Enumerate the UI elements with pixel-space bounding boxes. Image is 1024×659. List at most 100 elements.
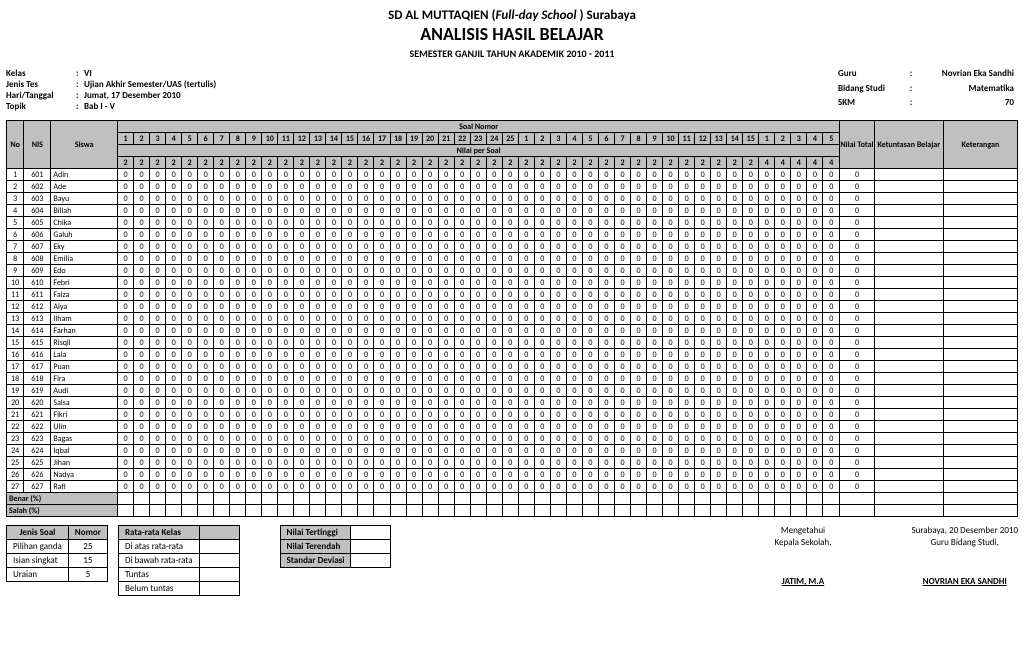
cell-score: 0 xyxy=(663,421,679,433)
cell-score: 0 xyxy=(791,265,807,277)
sign-left-2: Kepala Sekolah, xyxy=(775,537,832,549)
cell-score: 0 xyxy=(566,409,582,421)
cell-score: 0 xyxy=(582,181,598,193)
cell-score: 0 xyxy=(711,397,727,409)
th-colnum-13: 14 xyxy=(326,133,342,145)
cell-score: 0 xyxy=(582,457,598,469)
cell-score: 0 xyxy=(310,205,326,217)
cell-score: 0 xyxy=(422,325,438,337)
cell-score: 0 xyxy=(663,277,679,289)
cell-score: 0 xyxy=(470,433,486,445)
cell-score: 0 xyxy=(663,325,679,337)
cell-score: 0 xyxy=(454,385,470,397)
cell-no: 5 xyxy=(7,217,24,229)
cell-score: 0 xyxy=(150,421,166,433)
cell-score: 0 xyxy=(566,181,582,193)
cell-score: 0 xyxy=(679,181,695,193)
summary-cell xyxy=(134,505,150,517)
cell-score: 0 xyxy=(358,313,374,325)
cell-score: 0 xyxy=(454,349,470,361)
cell-score: 0 xyxy=(358,217,374,229)
cell-score: 0 xyxy=(711,205,727,217)
cell-score: 0 xyxy=(278,409,294,421)
cell-nis: 622 xyxy=(24,421,51,433)
cell-score: 0 xyxy=(759,361,775,373)
cell-score: 0 xyxy=(566,265,582,277)
cell-score: 0 xyxy=(614,325,630,337)
summary-cell xyxy=(486,493,502,505)
cell-score: 0 xyxy=(727,397,743,409)
cell-score: 0 xyxy=(374,241,390,253)
th-maxscore-29: 2 xyxy=(582,157,598,169)
cell-score: 0 xyxy=(117,169,133,181)
cell-ketuntasan xyxy=(874,229,943,241)
th-colnum-17: 18 xyxy=(390,133,406,145)
cell-score: 0 xyxy=(759,169,775,181)
cell-nis: 623 xyxy=(24,433,51,445)
cell-score: 0 xyxy=(630,265,646,277)
cell-score: 0 xyxy=(390,409,406,421)
cell-score: 0 xyxy=(791,277,807,289)
cell-score: 0 xyxy=(486,421,502,433)
cell-score: 0 xyxy=(598,181,614,193)
cell-score: 0 xyxy=(663,433,679,445)
table-row: 22622Ulin0000000000000000000000000000000… xyxy=(7,421,1018,433)
cell-ketuntasan xyxy=(874,385,943,397)
cell-score: 0 xyxy=(214,397,230,409)
th-no: No xyxy=(7,121,24,169)
cell-score: 0 xyxy=(695,421,711,433)
cell-score: 0 xyxy=(566,205,582,217)
meta-skm-label: SKM xyxy=(838,97,908,112)
cell-ketuntasan xyxy=(874,481,943,493)
th-colnum-33: 9 xyxy=(647,133,663,145)
page-subtitle: SEMESTER GANJIL TAHUN AKADEMIK 2010 - 20… xyxy=(6,47,1018,60)
cell-score: 0 xyxy=(117,421,133,433)
cell-score: 0 xyxy=(438,325,454,337)
cell-score: 0 xyxy=(326,277,342,289)
summary-cell xyxy=(711,493,727,505)
cell-score: 0 xyxy=(470,277,486,289)
cell-keterangan xyxy=(943,289,1017,301)
cell-score: 0 xyxy=(566,397,582,409)
cell-score: 0 xyxy=(390,181,406,193)
cell-total: 0 xyxy=(840,445,875,457)
cell-ketuntasan xyxy=(874,433,943,445)
cell-score: 0 xyxy=(406,289,422,301)
summary-cell xyxy=(823,493,840,505)
cell-score: 0 xyxy=(807,325,823,337)
cell-score: 0 xyxy=(647,421,663,433)
cell-score: 0 xyxy=(807,469,823,481)
cell-score: 0 xyxy=(198,193,214,205)
cell-score: 0 xyxy=(614,457,630,469)
cell-score: 0 xyxy=(230,397,246,409)
cell-ketuntasan xyxy=(874,253,943,265)
cell-score: 0 xyxy=(630,325,646,337)
summary-cell xyxy=(791,493,807,505)
cell-score: 0 xyxy=(791,181,807,193)
cell-nis: 612 xyxy=(24,301,51,313)
cell-score: 0 xyxy=(470,397,486,409)
sign-right-name: NOVRIAN EKA SANDHI xyxy=(911,576,1018,588)
th-maxscore-10: 2 xyxy=(278,157,294,169)
cell-ketuntasan xyxy=(874,241,943,253)
summary-cell xyxy=(198,493,214,505)
cell-score: 0 xyxy=(230,277,246,289)
cell-score: 0 xyxy=(358,421,374,433)
cell-score: 0 xyxy=(326,301,342,313)
cell-score: 0 xyxy=(695,193,711,205)
summary-cell xyxy=(807,493,823,505)
cell-score: 0 xyxy=(198,445,214,457)
cell-score: 0 xyxy=(438,397,454,409)
summary-cell xyxy=(117,493,133,505)
cell-score: 0 xyxy=(663,229,679,241)
cell-score: 0 xyxy=(614,421,630,433)
cell-score: 0 xyxy=(117,457,133,469)
cell-score: 0 xyxy=(582,481,598,493)
summary-cell xyxy=(374,505,390,517)
cell-score: 0 xyxy=(807,313,823,325)
cell-ketuntasan xyxy=(874,469,943,481)
cell-score: 0 xyxy=(374,193,390,205)
cell-score: 0 xyxy=(663,289,679,301)
cell-score: 0 xyxy=(598,277,614,289)
cell-score: 0 xyxy=(150,325,166,337)
